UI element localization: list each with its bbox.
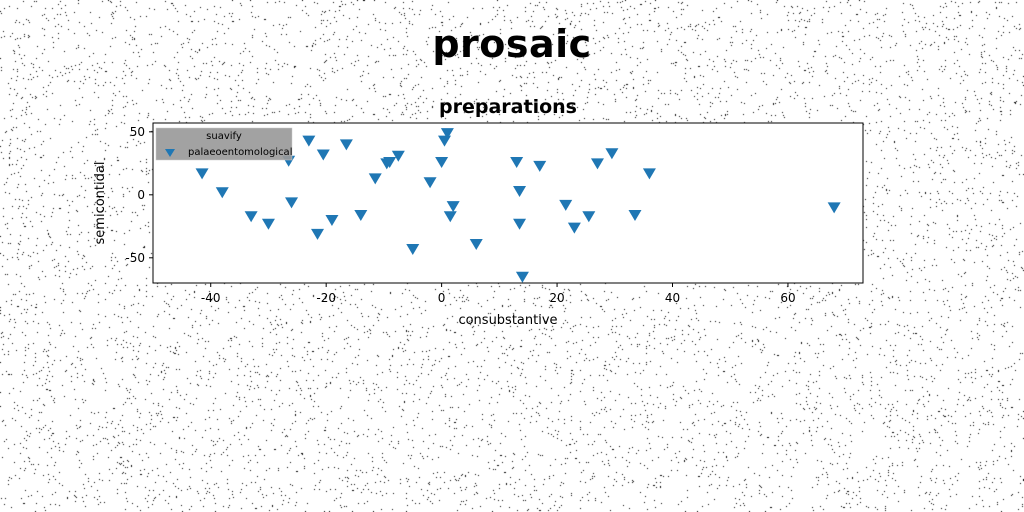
data-point	[513, 186, 527, 198]
axis-ticks: -40 -20 0 20 40 60 -50 0 50	[125, 125, 795, 305]
legend-entry-label: palaeoentomological	[188, 147, 292, 158]
data-points	[195, 128, 841, 283]
data-point	[628, 209, 642, 221]
data-point	[513, 218, 527, 230]
plot-area	[152, 122, 864, 284]
legend-box	[155, 127, 293, 161]
data-point	[446, 201, 460, 213]
data-point	[316, 149, 330, 161]
data-point	[311, 228, 325, 240]
x-tick-label: -40	[201, 291, 221, 305]
data-point	[302, 135, 316, 147]
x-tick-label: -20	[316, 291, 336, 305]
legend-title: suavify	[206, 131, 242, 142]
data-point	[469, 238, 483, 250]
data-point	[827, 202, 841, 214]
data-point	[559, 199, 573, 211]
x-tick-label: 40	[665, 291, 680, 305]
data-point	[368, 173, 382, 185]
data-point	[515, 271, 529, 283]
data-point	[195, 168, 209, 180]
data-point	[443, 211, 457, 223]
data-point	[285, 197, 299, 209]
x-axis-label: consubstantive	[458, 313, 557, 328]
data-point	[605, 148, 619, 160]
data-point	[642, 168, 656, 180]
data-point	[261, 218, 275, 230]
y-tick-label: -50	[125, 251, 145, 265]
chart-title: preparations	[439, 96, 577, 118]
data-point	[325, 215, 339, 227]
data-point	[339, 139, 353, 151]
data-point	[567, 222, 581, 234]
data-point	[406, 243, 420, 255]
data-point	[435, 157, 449, 169]
data-point	[510, 157, 524, 169]
legend-marker	[165, 149, 175, 157]
data-point	[383, 157, 397, 169]
data-point	[354, 209, 368, 221]
data-point	[391, 150, 405, 162]
data-point	[590, 158, 604, 170]
data-point	[215, 187, 229, 199]
legend: suavify palaeoentomological	[155, 127, 293, 161]
data-point	[582, 211, 596, 223]
data-point	[438, 135, 452, 147]
y-tick-label: 50	[130, 125, 145, 139]
y-axis-label: semicontidal	[93, 162, 108, 245]
data-point	[244, 211, 258, 223]
page-title: prosaic	[432, 22, 592, 66]
data-point	[440, 128, 454, 140]
data-point	[423, 177, 437, 189]
x-tick-label: 20	[549, 291, 564, 305]
data-point	[533, 160, 547, 172]
x-tick-label: 0	[438, 291, 446, 305]
y-tick-label: 0	[137, 188, 145, 202]
x-tick-label: 60	[780, 291, 795, 305]
